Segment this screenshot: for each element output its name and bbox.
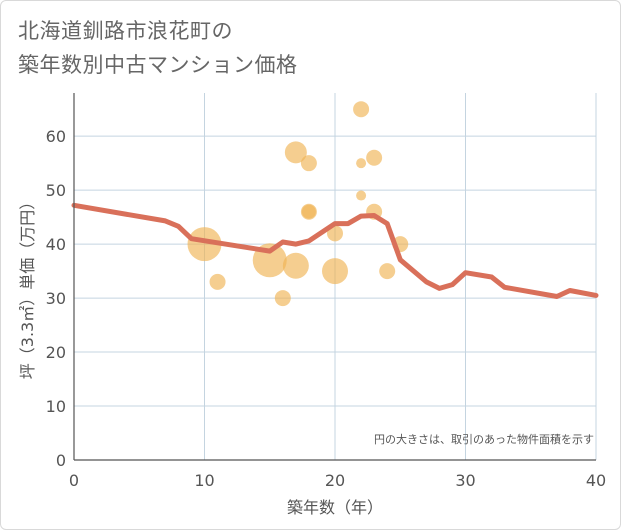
x-tick-label: 10: [194, 471, 214, 490]
y-tick-label: 30: [46, 289, 66, 308]
bubble-point: [366, 149, 383, 166]
bubble-point: [356, 190, 367, 201]
bubble-point: [282, 252, 309, 279]
bubble-point: [300, 155, 317, 172]
x-axis-label: 築年数（年）: [287, 498, 383, 517]
y-tick-label: 20: [46, 343, 66, 362]
y-tick-label: 0: [56, 451, 66, 470]
bubble-point: [379, 263, 396, 280]
y-tick-label: 50: [46, 181, 66, 200]
grid: [74, 93, 597, 460]
trend-line-layer: [71, 202, 599, 299]
size-note: 円の大きさは、取引のあった物件面積を示す: [374, 432, 594, 446]
bubble-point: [284, 141, 307, 164]
ticks-layer: 0 10 20 30 40 0 10 20 30 40 50 60: [46, 93, 606, 490]
y-tick-label: 10: [46, 397, 66, 416]
bubble-point: [187, 227, 222, 262]
x-tick-label: 40: [586, 471, 606, 490]
bubble-point: [353, 101, 370, 118]
bubble-point: [322, 258, 348, 285]
bubble-point: [327, 225, 343, 242]
bubble-point: [356, 158, 367, 169]
y-tick-label: 40: [46, 235, 66, 254]
y-axis-label: 坪（3.3㎡）単価（万円）: [18, 194, 37, 379]
bubble-point: [209, 273, 226, 290]
x-tick-label: 30: [455, 471, 475, 490]
x-tick-label: 20: [325, 471, 345, 490]
chart-title: 北海道釧路市浪花町の 築年数別中古マンション価格: [18, 14, 298, 82]
bubble-point: [274, 290, 291, 307]
title-line-2: 築年数別中古マンション価格: [18, 53, 298, 77]
x-tick-label: 0: [69, 471, 79, 490]
title-line-1: 北海道釧路市浪花町の: [18, 19, 233, 43]
bubbles-layer: [187, 101, 409, 307]
trend-line: [71, 202, 599, 299]
bubble-point: [301, 204, 316, 219]
y-tick-label: 60: [46, 127, 66, 146]
